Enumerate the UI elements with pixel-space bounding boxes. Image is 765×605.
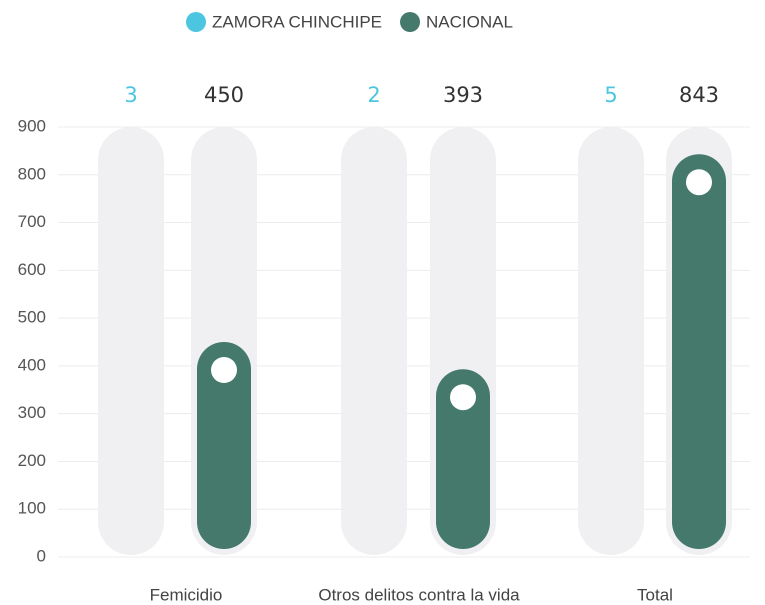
bar-knob	[211, 357, 237, 383]
y-tick-label: 300	[18, 403, 46, 422]
legend-swatch	[186, 12, 206, 32]
value-label: 5	[604, 83, 617, 107]
y-tick-label: 900	[18, 116, 46, 135]
legend-label: ZAMORA CHINCHIPE	[212, 12, 382, 31]
value-label: 450	[204, 83, 244, 107]
x-tick-label: Femicidio	[150, 585, 223, 604]
value-label: 3	[124, 83, 137, 107]
bar	[584, 555, 638, 576]
bar-track	[341, 127, 407, 555]
value-label: 843	[679, 83, 719, 107]
value-label: 393	[443, 83, 483, 107]
bar	[104, 556, 158, 576]
y-tick-label: 0	[37, 546, 46, 565]
bar	[347, 556, 401, 576]
y-tick-label: 100	[18, 499, 46, 518]
y-tick-label: 700	[18, 212, 46, 231]
legend-swatch	[400, 12, 421, 32]
bar-knob	[686, 169, 712, 196]
y-tick-label: 600	[18, 260, 46, 279]
bar	[672, 154, 726, 549]
y-tick-label: 400	[18, 355, 46, 374]
legend-label: NACIONAL	[426, 12, 513, 31]
bar-track	[98, 127, 164, 555]
bar	[197, 342, 251, 549]
y-tick-label: 200	[18, 451, 46, 470]
x-tick-label: Total	[637, 585, 673, 604]
bar-track	[578, 127, 644, 555]
x-tick-label: Otros delitos contra la vida	[318, 585, 520, 604]
bar-knob	[450, 384, 476, 411]
y-tick-label: 800	[18, 164, 46, 183]
y-tick-label: 500	[18, 308, 46, 327]
bar	[436, 369, 490, 549]
value-label: 2	[367, 83, 380, 107]
